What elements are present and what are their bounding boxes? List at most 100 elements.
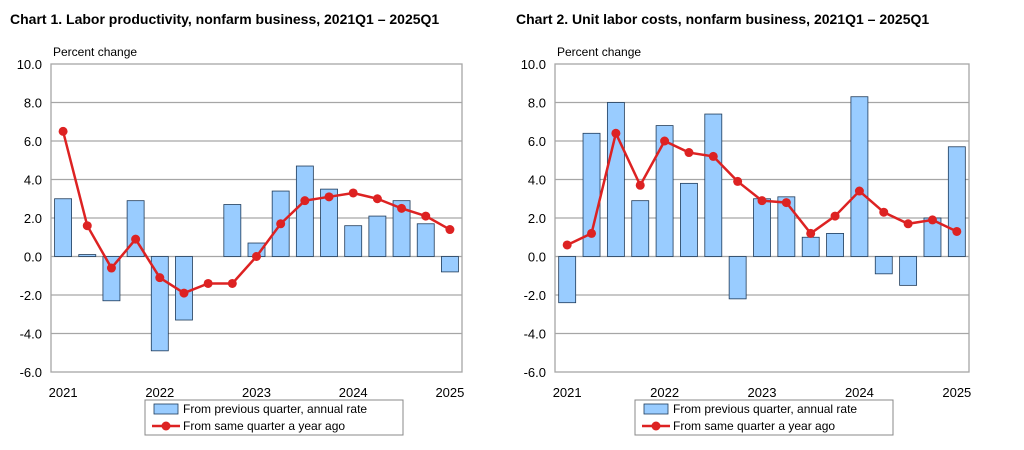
- line-point-2024Q3: [397, 203, 407, 213]
- line-series: [61, 131, 451, 295]
- bar-2024Q2: [368, 215, 387, 257]
- y-tick-label: 2.0: [528, 211, 546, 226]
- line-point-2022Q4: [227, 278, 237, 288]
- y-tick-label: -2.0: [524, 288, 546, 303]
- chart-title: Chart 2. Unit labor costs, nonfarm busin…: [516, 11, 929, 27]
- y-tick-label: -6.0: [20, 365, 42, 380]
- y-tick-label: -4.0: [20, 327, 42, 342]
- legend: From previous quarter, annual rate From s…: [144, 399, 404, 436]
- bar-2023Q3: [295, 165, 314, 257]
- y-tick-label: -2.0: [20, 288, 42, 303]
- x-tick-label: 2022: [650, 385, 679, 400]
- x-tick-label: 2021: [49, 385, 78, 400]
- y-tick-label: 10.0: [17, 57, 42, 72]
- bar-2021Q2: [582, 132, 601, 257]
- bar-2025Q1: [947, 146, 966, 257]
- legend-label-bar: From previous quarter, annual rate: [673, 402, 857, 416]
- x-tick-label: 2023: [242, 385, 271, 400]
- bar-2023Q1: [753, 198, 771, 257]
- bar-2024Q3: [899, 256, 918, 286]
- bar-2023Q4: [826, 232, 844, 257]
- line-point-2025Q1: [445, 225, 455, 235]
- bar-2022Q4: [728, 256, 747, 300]
- line-point-2022Q3: [708, 151, 718, 161]
- y-tick-label: 8.0: [24, 96, 42, 111]
- line-point-2021Q1: [58, 126, 68, 136]
- bar-2021Q3: [102, 256, 121, 302]
- y-tick-label: -6.0: [524, 365, 546, 380]
- line-point-2022Q4: [733, 176, 743, 186]
- line-point-2024Q2: [879, 207, 889, 217]
- bar-2021Q1: [54, 198, 72, 257]
- y-tick-label: -4.0: [524, 327, 546, 342]
- chart-1: Chart 1. Labor productivity, nonfarm bus…: [10, 11, 464, 436]
- bar-2024Q1: [850, 96, 869, 257]
- line-point-2023Q4: [324, 192, 334, 202]
- line-point-2021Q3: [106, 263, 116, 273]
- x-tick-label: 2023: [748, 385, 777, 400]
- line-point-2024Q1: [348, 188, 358, 198]
- line-point-2023Q4: [830, 211, 840, 221]
- line-point-2024Q4: [421, 211, 431, 221]
- line-point-2024Q3: [903, 219, 913, 229]
- legend-box: [144, 399, 404, 436]
- y-tick-label: 0.0: [528, 250, 546, 265]
- line-point-2023Q1: [252, 252, 261, 261]
- legend-bar-swatch: [643, 403, 669, 415]
- legend-label-bar: From previous quarter, annual rate: [183, 402, 367, 416]
- bar-2024Q3: [392, 200, 411, 257]
- y-axis-label: Percent change: [53, 45, 137, 59]
- line-point-2021Q4: [131, 234, 141, 244]
- line-point-2024Q1: [854, 186, 864, 196]
- y-tick-label: 0.0: [24, 250, 42, 265]
- line-point-2021Q1: [562, 240, 572, 250]
- line-point-2022Q3: [203, 278, 213, 288]
- legend-label-line: From same quarter a year ago: [673, 419, 835, 433]
- bar-2023Q2: [777, 196, 796, 257]
- legend-bar-swatch: [153, 403, 179, 415]
- plot-frame: [50, 63, 463, 373]
- bar-2022Q2: [680, 182, 698, 257]
- bar-2023Q4: [320, 188, 338, 257]
- bar-2024Q2: [874, 256, 893, 275]
- bar-2022Q4: [223, 204, 242, 257]
- line-point-2023Q1: [757, 196, 767, 206]
- legend: From previous quarter, annual rate From s…: [634, 399, 894, 436]
- line-point-2021Q2: [82, 221, 92, 231]
- x-tick-label: 2025: [942, 385, 971, 400]
- x-tick-label: 2024: [339, 385, 368, 400]
- y-tick-label: 8.0: [528, 96, 546, 111]
- bar-2022Q1: [150, 256, 169, 352]
- line-point-2022Q2: [179, 288, 189, 298]
- line-point-2023Q2: [276, 219, 286, 229]
- y-tick-label: 4.0: [24, 173, 42, 188]
- line-point-2024Q2: [372, 194, 382, 204]
- legend-line-marker: [651, 421, 661, 431]
- y-tick-label: 10.0: [521, 57, 546, 72]
- chart-title: Chart 1. Labor productivity, nonfarm bus…: [10, 11, 439, 27]
- line-point-2022Q1: [660, 136, 670, 146]
- x-tick-label: 2024: [845, 385, 874, 400]
- line-point-2021Q2: [587, 228, 597, 238]
- line-point-2022Q2: [684, 148, 694, 158]
- line-point-2025Q1: [952, 226, 962, 236]
- line-point-2021Q3: [611, 128, 621, 138]
- bar-2024Q1: [344, 225, 363, 257]
- x-tick-label: 2022: [145, 385, 174, 400]
- bar-2024Q4: [416, 223, 435, 257]
- legend-label-line: From same quarter a year ago: [183, 419, 345, 433]
- bar-2023Q3: [801, 236, 820, 257]
- y-tick-label: 6.0: [24, 134, 42, 149]
- line-point-2024Q4: [927, 215, 937, 225]
- y-axis-label: Percent change: [557, 45, 641, 59]
- plot-frame: [554, 63, 970, 373]
- legend-box: [634, 399, 894, 436]
- legend-line-marker: [161, 421, 171, 431]
- bar-2022Q1: [655, 125, 674, 257]
- bar-2021Q4: [631, 200, 650, 257]
- line-point-2022Q1: [155, 273, 165, 283]
- line-point-2023Q3: [806, 228, 816, 238]
- bar-2025Q1: [441, 256, 459, 273]
- bar-2021Q1: [558, 256, 577, 304]
